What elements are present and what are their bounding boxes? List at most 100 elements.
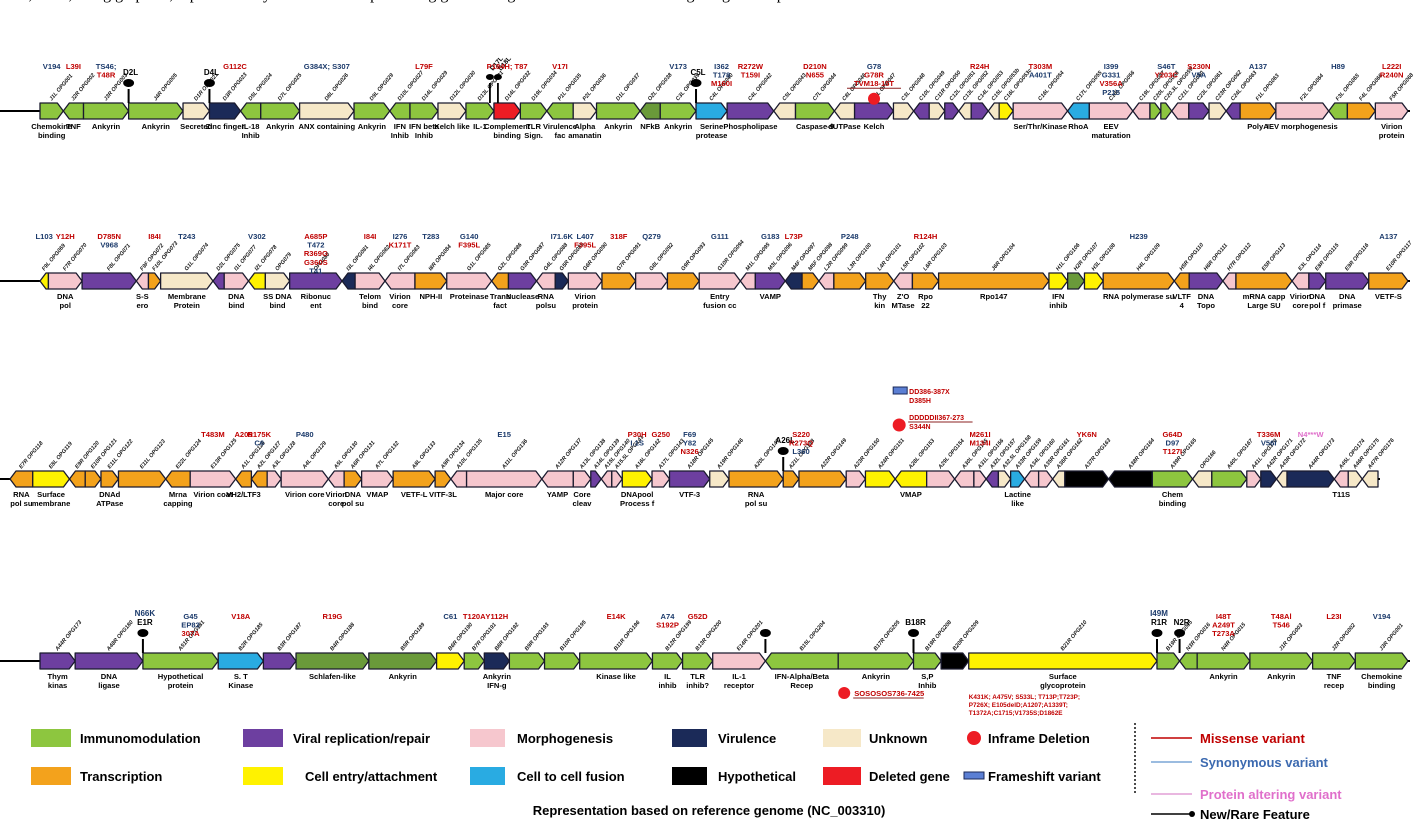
svg-text:B18R: B18R — [905, 618, 926, 627]
svg-text:bind: bind — [362, 301, 378, 310]
svg-text:A24R OPG151: A24R OPG151 — [877, 438, 906, 471]
svg-text:Virion: Virion — [574, 292, 596, 301]
svg-text:Thym: Thym — [47, 672, 68, 681]
svg-text:D4L: D4L — [204, 68, 219, 77]
svg-text:A28L OPG153: A28L OPG153 — [907, 437, 937, 471]
svg-text:F1L OPG063: F1L OPG063 — [1255, 72, 1281, 102]
svg-text:R240N: R240N — [1380, 71, 1404, 80]
svg-text:protein: protein — [572, 301, 598, 310]
svg-text:Proteinase: Proteinase — [450, 292, 489, 301]
svg-text:B2R OPG185: B2R OPG185 — [238, 621, 265, 652]
svg-text:YK6N: YK6N — [1077, 430, 1097, 439]
svg-text:inhib?: inhib? — [686, 681, 709, 690]
svg-text:V18A: V18A — [231, 612, 251, 621]
svg-text:Recep: Recep — [790, 681, 813, 690]
svg-text:DDDDDII367-273: DDDDDII367-273 — [909, 415, 964, 422]
svg-text:Virion: Virion — [1381, 122, 1403, 131]
svg-text:D14L OPG029: D14L OPG029 — [421, 69, 450, 102]
svg-text:New/Rare Feature: New/Rare Feature — [1200, 807, 1310, 822]
svg-text:H6R OPG111: H6R OPG111 — [1203, 243, 1229, 273]
svg-text:DNA: DNA — [57, 292, 74, 301]
svg-text:A22R OPG149: A22R OPG149 — [819, 437, 849, 471]
svg-text:E10R OPG117: E10R OPG117 — [1385, 239, 1414, 272]
svg-text:307A: 307A — [181, 629, 200, 638]
svg-text:Ankyrin: Ankyrin — [604, 122, 633, 131]
svg-text:B15L OPG204: B15L OPG204 — [799, 619, 828, 652]
svg-text:Inhib: Inhib — [415, 131, 433, 140]
svg-text:Complement: Complement — [484, 122, 530, 131]
svg-text:T243: T243 — [178, 232, 195, 241]
svg-text:YAMP: YAMP — [547, 490, 568, 499]
svg-text:E8L OPG119: E8L OPG119 — [48, 440, 74, 470]
svg-text:DNA: DNA — [101, 672, 118, 681]
svg-text:N4***W: N4***W — [1298, 430, 1325, 439]
svg-text:Surface: Surface — [1049, 672, 1077, 681]
svg-text:TLR: TLR — [690, 672, 705, 681]
svg-text:VITF-3L: VITF-3L — [429, 490, 457, 499]
svg-text:H5R OPG110: H5R OPG110 — [1179, 242, 1206, 273]
svg-text:DNA: DNA — [1339, 292, 1356, 301]
svg-text:E5R OPG113: E5R OPG113 — [1261, 242, 1288, 272]
svg-text:Entry: Entry — [710, 292, 730, 301]
svg-text:P1L OPG035: P1L OPG035 — [557, 72, 584, 102]
svg-text:Process f: Process f — [620, 499, 655, 508]
svg-text:B5R OPG189: B5R OPG189 — [400, 621, 427, 652]
svg-text:Z'O: Z'O — [897, 292, 909, 301]
svg-text:Ankyrin: Ankyrin — [142, 122, 171, 131]
svg-text:T546: T546 — [1273, 621, 1290, 630]
svg-text:F2L OPG064: F2L OPG064 — [1299, 72, 1325, 102]
svg-text:Inframe Deletion: Inframe Deletion — [988, 731, 1090, 746]
svg-text:318F: 318F — [610, 232, 628, 241]
svg-text:DNA: DNA — [1309, 292, 1326, 301]
svg-text:Deleted gene: Deleted gene — [869, 769, 950, 784]
svg-text:C5L: C5L — [690, 68, 705, 77]
svg-text:E9R OPG116: E9R OPG116 — [1344, 242, 1371, 272]
svg-text:A37R OPG163: A37R OPG163 — [1083, 437, 1113, 471]
svg-text:VMAP: VMAP — [900, 490, 922, 499]
svg-text:P184H; T87: P184H; T87 — [487, 62, 528, 71]
svg-text:Nuclease: Nuclease — [506, 292, 539, 301]
svg-text:G183: G183 — [761, 232, 780, 241]
svg-text:E1R: E1R — [137, 618, 153, 627]
svg-text:K431K; A475V; S533L; T713P;T72: K431K; A475V; S533L; T713P;T723P; — [969, 694, 1080, 701]
svg-text:I84I: I84I — [364, 232, 377, 241]
svg-text:G9R OPG093: G9R OPG093 — [680, 241, 708, 272]
svg-text:I49M: I49M — [1150, 609, 1168, 618]
svg-text:B21R OPG210: B21R OPG210 — [1060, 619, 1089, 652]
svg-text:L360: L360 — [792, 447, 809, 456]
svg-text:N326: N326 — [681, 447, 699, 456]
svg-text:IFN-Alpha/Beta: IFN-Alpha/Beta — [775, 672, 830, 681]
svg-text:Zinc finger: Zinc finger — [206, 122, 245, 131]
svg-text:mRNA capp: mRNA capp — [1243, 292, 1286, 301]
svg-text:Representation based on refere: Representation based on reference genome… — [533, 803, 886, 818]
svg-text:I.1S: I.1S — [630, 439, 644, 448]
svg-text:V194: V194 — [43, 62, 62, 71]
svg-text:binding: binding — [493, 131, 521, 140]
svg-text:VAMP: VAMP — [760, 292, 781, 301]
svg-text:IFN: IFN — [394, 122, 406, 131]
svg-text:Virion: Virion — [389, 292, 411, 301]
svg-text:pol: pol — [60, 301, 71, 310]
svg-text:binding: binding — [38, 131, 66, 140]
svg-text:K171T: K171T — [389, 241, 412, 250]
svg-text:Immunomodulation: Immunomodulation — [80, 731, 201, 746]
svg-text:Ankyrin: Ankyrin — [483, 672, 512, 681]
svg-text:V5A: V5A — [1192, 71, 1207, 80]
svg-text:I8R OPG084: I8R OPG084 — [428, 243, 454, 272]
svg-text:IFN: IFN — [1052, 292, 1064, 301]
svg-text:DD386-387X: DD386-387X — [909, 389, 950, 396]
svg-text:A48R OPG180: A48R OPG180 — [105, 619, 135, 653]
svg-text:H4L OPG109: H4L OPG109 — [1136, 242, 1163, 272]
svg-text:V173: V173 — [669, 62, 687, 71]
svg-text:RNA: RNA — [538, 292, 555, 301]
svg-text:Hypothetical: Hypothetical — [158, 672, 204, 681]
svg-text:NFkB: NFkB — [640, 122, 660, 131]
svg-text:S-S: S-S — [136, 292, 149, 301]
svg-text:T120A: T120A — [463, 612, 486, 621]
svg-text:Surface: Surface — [37, 490, 65, 499]
svg-text:A44R OPG173: A44R OPG173 — [54, 619, 84, 653]
svg-text:SOSOSOS736-7425: SOSOSOS736-7425 — [854, 689, 925, 698]
svg-text:amanatin: amanatin — [568, 131, 602, 140]
svg-text:J6R OPG104: J6R OPG104 — [991, 242, 1018, 272]
svg-text:D19L OPG034: D19L OPG034 — [531, 69, 560, 102]
